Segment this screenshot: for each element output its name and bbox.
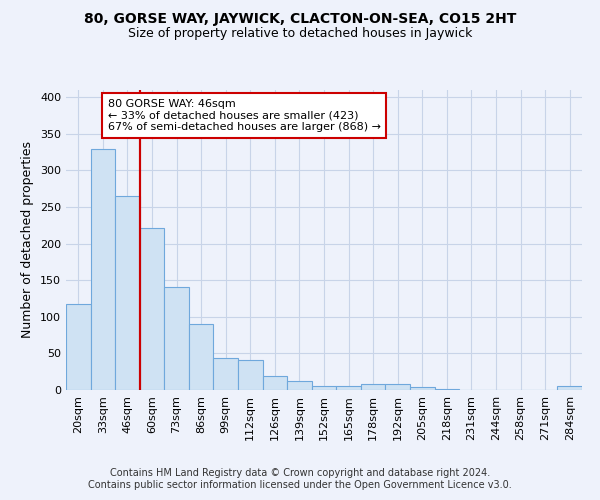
Bar	[557, 386, 582, 390]
Bar	[410, 387, 434, 390]
Bar	[189, 324, 214, 390]
Bar	[238, 360, 263, 390]
Text: Size of property relative to detached houses in Jaywick: Size of property relative to detached ho…	[128, 28, 472, 40]
Text: 80, GORSE WAY, JAYWICK, CLACTON-ON-SEA, CO15 2HT: 80, GORSE WAY, JAYWICK, CLACTON-ON-SEA, …	[84, 12, 516, 26]
Bar	[91, 148, 115, 390]
Bar	[361, 384, 385, 390]
Bar	[336, 386, 361, 390]
Bar	[385, 384, 410, 390]
Bar	[434, 388, 459, 390]
Y-axis label: Number of detached properties: Number of detached properties	[22, 142, 34, 338]
Bar	[214, 358, 238, 390]
Bar	[164, 287, 189, 390]
Text: Contains HM Land Registry data © Crown copyright and database right 2024.
Contai: Contains HM Land Registry data © Crown c…	[88, 468, 512, 490]
Bar	[115, 196, 140, 390]
Bar	[66, 304, 91, 390]
Bar	[140, 228, 164, 390]
Bar	[312, 386, 336, 390]
Text: 80 GORSE WAY: 46sqm
← 33% of detached houses are smaller (423)
67% of semi-detac: 80 GORSE WAY: 46sqm ← 33% of detached ho…	[108, 99, 381, 132]
Bar	[287, 381, 312, 390]
Bar	[263, 376, 287, 390]
